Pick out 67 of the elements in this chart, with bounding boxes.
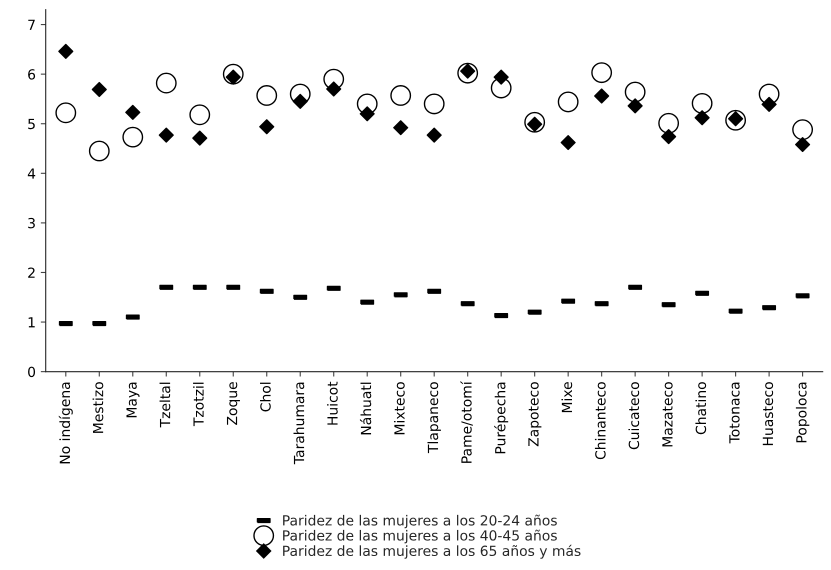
point: [292, 94, 308, 109]
point: [624, 82, 646, 102]
point: [658, 112, 680, 134]
point: [189, 104, 210, 126]
x-tick-label: Popoloca: [796, 382, 810, 442]
point: [426, 128, 442, 143]
point: [694, 110, 710, 126]
point: [326, 81, 342, 97]
point: [122, 126, 144, 148]
x-tick-label: Cuicateco: [628, 382, 640, 450]
point: [692, 92, 713, 114]
point: [558, 91, 579, 112]
x-tick-label: Maya: [126, 382, 140, 418]
x-tick-label: Mazateco: [662, 382, 673, 446]
x-tick-label: Tarahumara: [294, 382, 304, 464]
x-tick-label: Náhuatl: [360, 382, 372, 434]
point: [494, 70, 509, 85]
x-tick-label: Chol: [260, 382, 271, 412]
point: [792, 119, 814, 140]
point: [390, 85, 412, 106]
point: [156, 72, 177, 94]
x-tick-label: Zapoteco: [528, 382, 542, 446]
legend-label: Paridez de las mujeres a los 20-24 años: [283, 514, 557, 528]
y-tick-label: 7: [28, 20, 35, 30]
point: [560, 135, 576, 150]
x-tick-label: Huasteco: [762, 382, 774, 446]
point: [125, 104, 140, 120]
point: [393, 120, 408, 136]
x-tick-label: Tzotzil: [193, 382, 204, 426]
x-tick-label: Pame/otomí: [460, 381, 473, 463]
x-tick-label: Mixteco: [394, 382, 405, 434]
point: [55, 102, 76, 124]
point: [360, 106, 375, 122]
x-tick-label: Huicot: [327, 382, 338, 425]
y-tick-label: 4: [28, 168, 36, 179]
point: [762, 96, 777, 112]
point: [192, 130, 208, 146]
x-tick-label: Chatino: [695, 382, 706, 434]
point: [795, 136, 810, 152]
point: [256, 85, 278, 106]
point: [661, 129, 676, 144]
y-tick-label: 5: [28, 118, 35, 130]
x-tick-label: Tlapaneco: [427, 382, 441, 454]
x-tick-label: Zoque: [226, 382, 240, 425]
point: [591, 62, 612, 84]
point: [259, 119, 274, 134]
x-tick-label: Totonaca: [729, 382, 740, 444]
point: [88, 140, 110, 162]
point: [424, 93, 445, 114]
point: [158, 128, 174, 143]
point: [92, 82, 107, 98]
x-tick-label: Purépecha: [494, 382, 508, 454]
legend-label: Paridez de las mujeres a los 40-45 años: [283, 530, 557, 544]
x-tick-label: Mixe: [561, 382, 572, 412]
y-tick-label: 2: [28, 267, 35, 278]
x-tick-label: No indígena: [58, 382, 73, 464]
y-tick-label: 3: [28, 218, 35, 228]
y-tick-label: 1: [28, 317, 35, 328]
x-tick-label: Mestizo: [92, 382, 104, 433]
legend-label: Paridez de las mujeres a los 65 años y más: [283, 544, 581, 559]
point: [58, 44, 74, 59]
x-tick-label: Tzeltal: [160, 382, 170, 428]
y-tick-label: 0: [28, 366, 36, 378]
y-tick-label: 6: [28, 69, 36, 80]
point: [594, 88, 610, 104]
x-tick-label: Chinanteco: [594, 382, 606, 460]
point: [628, 98, 643, 114]
